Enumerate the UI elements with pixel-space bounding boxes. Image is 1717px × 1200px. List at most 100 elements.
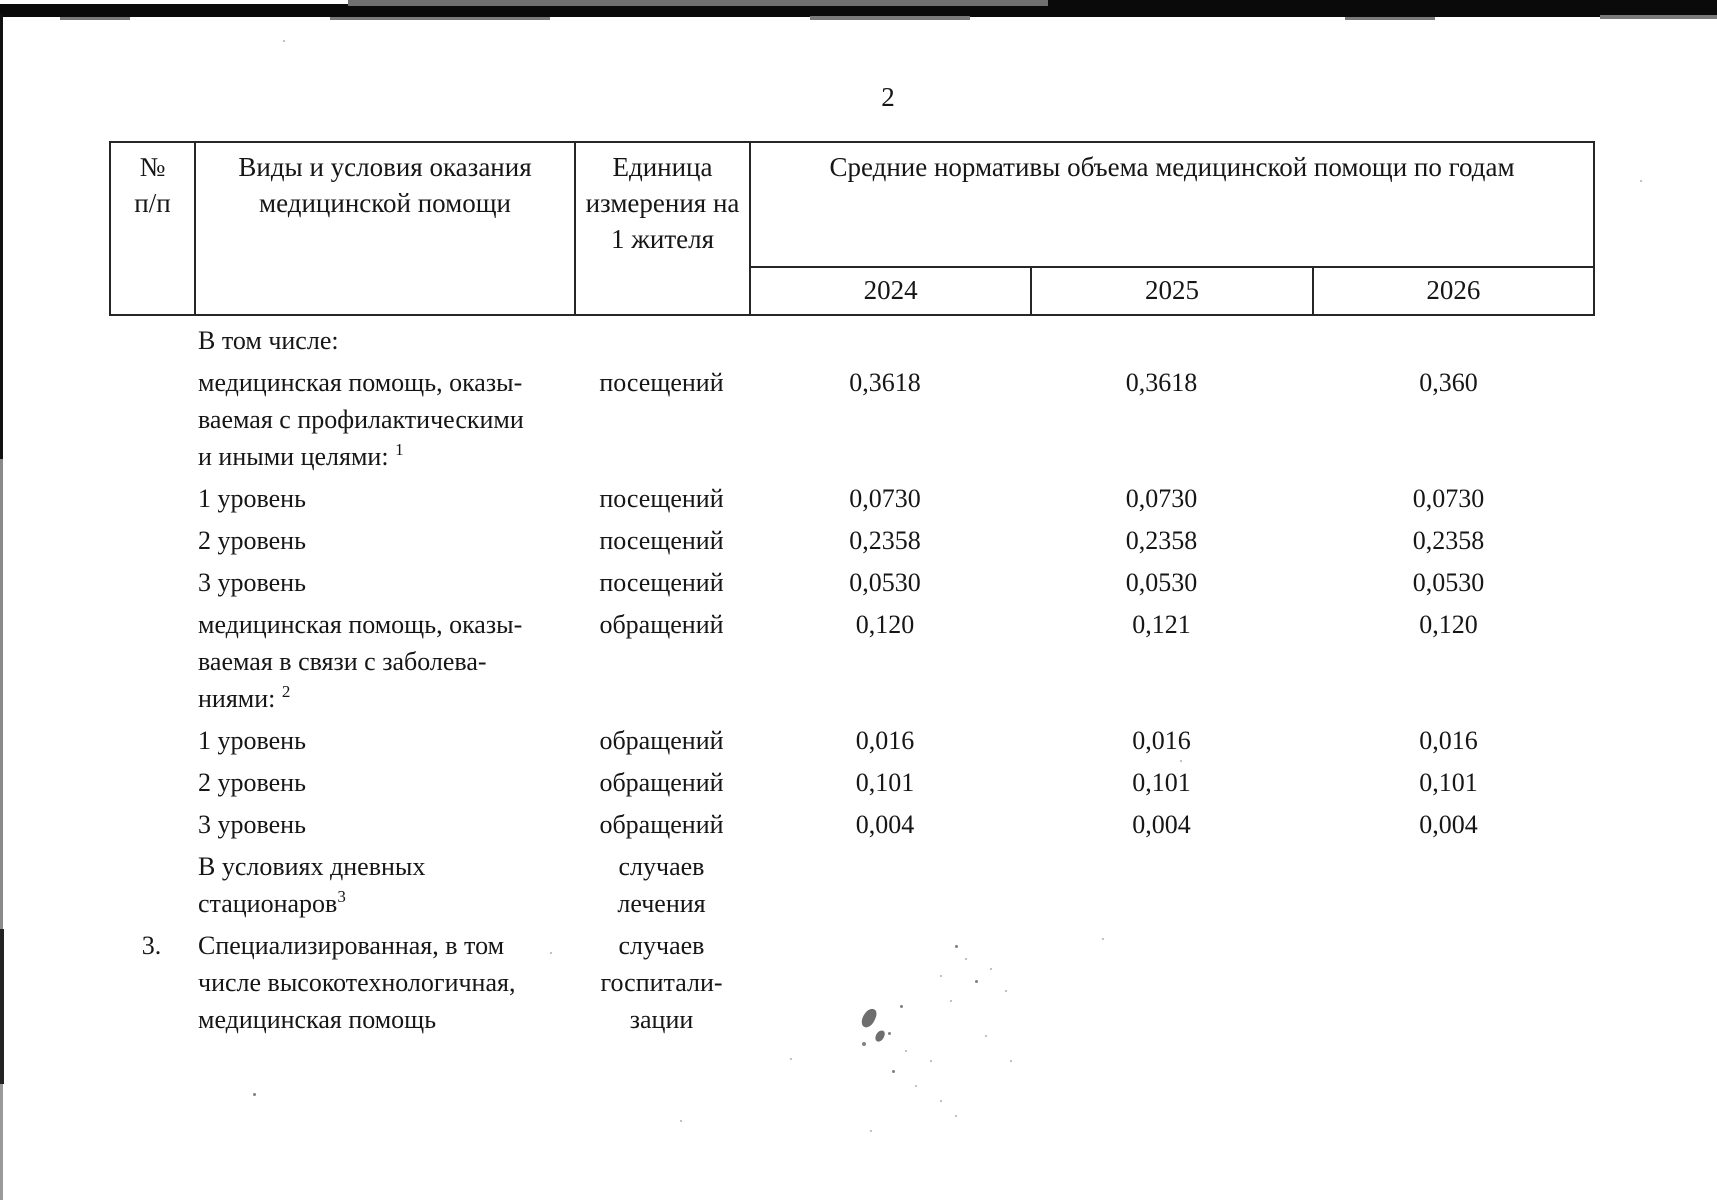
row-kind-cell: 2 уровень	[194, 522, 574, 559]
scan-noise-dot	[892, 1070, 895, 1073]
row-value-2026: 0,0730	[1412, 484, 1485, 513]
row-kind-text: В том числе:	[198, 326, 339, 355]
year-header-2025: 2025	[1032, 268, 1314, 314]
scan-artifact-left-edge	[0, 14, 3, 459]
scan-noise-dot	[955, 945, 958, 948]
year-header-2026: 2026	[1426, 275, 1481, 305]
scan-noise-dot	[790, 1058, 792, 1060]
row-value-2024: 0,3618	[849, 368, 921, 397]
row-value-2024: 0,120	[855, 610, 915, 639]
row-kind-text: 3 уровень	[198, 810, 306, 839]
table-row: медицинская помощь, оказы- ваемая с проф…	[109, 364, 1595, 475]
row-unit: обращений	[599, 768, 724, 797]
table-row: 2 уровень посещений 0,2358 0,2358 0,2358	[109, 522, 1595, 559]
scan-artifact-dash	[330, 17, 550, 20]
row-value-2026: 0,0530	[1412, 568, 1485, 597]
scan-artifact-left-edge	[0, 929, 4, 1084]
scan-artifact-dash	[60, 17, 130, 20]
row-kind-text: 2 уровень	[198, 526, 306, 555]
scan-noise-dot	[888, 1032, 891, 1035]
row-kind-cell: 2 уровень	[194, 764, 574, 801]
row-number: 3.	[141, 931, 162, 960]
table-body: В том числе: медицинская помощь, оказы- в…	[109, 322, 1595, 1043]
row-unit: посещений	[599, 526, 724, 555]
year-header-2024: 2024	[751, 268, 1033, 314]
row-kind-text: 1 уровень	[198, 726, 306, 755]
row-kind-text: В условиях дневных стационаров	[198, 852, 426, 918]
scan-noise-dot	[1640, 180, 1642, 182]
row-kind-cell: 3 уровень	[194, 564, 574, 601]
scan-noise-dot	[870, 1130, 872, 1132]
row-unit: посещений	[599, 368, 724, 397]
table-row: В условиях дневных стационаров3 случаев л…	[109, 848, 1595, 922]
scan-noise-dot	[862, 1042, 866, 1046]
scan-noise-dot	[940, 975, 942, 977]
row-value-2024: 0,0530	[849, 568, 921, 597]
scan-noise-dot	[975, 980, 978, 983]
scan-noise-dot	[950, 1000, 952, 1002]
row-value-2024: 0,0730	[849, 484, 921, 513]
row-value-2026: 0,004	[1419, 810, 1478, 839]
table-row: 2 уровень обращений 0,101 0,101 0,101	[109, 764, 1595, 801]
scan-noise-dot	[680, 1120, 682, 1122]
row-value-2026: 0,016	[1419, 726, 1478, 755]
scan-noise-dot	[1102, 938, 1104, 940]
row-unit: случаев госпитали- зации	[600, 931, 723, 1034]
table-header: № п/п Виды и условия оказания медицинско…	[109, 141, 1595, 316]
scan-artifact-left-edge	[0, 1084, 3, 1200]
scan-noise-dot	[1010, 1060, 1012, 1062]
footnote-marker: 2	[281, 682, 291, 701]
row-kind-cell: медицинская помощь, оказы- ваемая в связ…	[194, 606, 574, 717]
scan-noise-dot	[930, 1060, 932, 1062]
scan-noise-dot	[905, 1050, 907, 1052]
scan-noise-dot	[965, 958, 967, 960]
row-value-2025: 0,121	[1132, 610, 1191, 639]
row-value-2025: 0,2358	[1125, 526, 1198, 555]
row-kind-text: 1 уровень	[198, 484, 306, 513]
scan-noise-dot	[550, 952, 552, 954]
page-number: 2	[881, 82, 895, 112]
table-row: 3 уровень обращений 0,004 0,004 0,004	[109, 806, 1595, 843]
table-row: 1 уровень обращений 0,016 0,016 0,016	[109, 722, 1595, 759]
row-kind-cell: медицинская помощь, оказы- ваемая с проф…	[194, 364, 574, 475]
row-value-2025: 0,004	[1132, 810, 1191, 839]
scan-artifact-top-gray	[348, 0, 1048, 6]
table-row: медицинская помощь, оказы- ваемая в связ…	[109, 606, 1595, 717]
table-row: В том числе:	[109, 322, 1595, 359]
row-value-2024: 0,016	[855, 726, 915, 755]
row-value-2025: 0,0730	[1125, 484, 1198, 513]
row-unit: обращений	[599, 610, 724, 639]
row-value-2025: 0,016	[1132, 726, 1191, 755]
header-col-norms: Средние нормативы объема медицинской пом…	[751, 143, 1593, 314]
row-value-2026: 0,101	[1419, 768, 1478, 797]
row-value-2026: 0,120	[1419, 610, 1478, 639]
scan-artifact-dash	[1345, 17, 1435, 20]
table-row: 3 уровень посещений 0,0530 0,0530 0,0530	[109, 564, 1595, 601]
scan-noise-dot	[915, 1085, 917, 1087]
row-kind-text: 2 уровень	[198, 768, 306, 797]
row-kind-cell: В том числе:	[194, 322, 574, 359]
scan-noise-dot	[990, 968, 992, 970]
scan-noise-dot	[1180, 760, 1182, 762]
scan-noise-dot	[955, 1115, 957, 1117]
header-norms-title: Средние нормативы объема медицинской пом…	[829, 152, 1515, 182]
scan-noise-dot	[1005, 990, 1007, 992]
scan-artifact-dash	[1600, 15, 1717, 19]
row-kind-cell: 1 уровень	[194, 722, 574, 759]
row-value-2026: 0,360	[1419, 368, 1478, 397]
scan-noise-dot	[900, 1005, 903, 1008]
row-value-2024: 0,004	[855, 810, 915, 839]
row-kind-text: медицинская помощь, оказы- ваемая в связ…	[198, 610, 523, 713]
row-unit: обращений	[599, 810, 724, 839]
row-value-2024: 0,2358	[849, 526, 921, 555]
scan-noise-dot	[940, 1100, 942, 1102]
scan-artifact-dash	[810, 16, 970, 20]
row-value-2025: 0,101	[1132, 768, 1191, 797]
row-kind-text: Специализированная, в том числе высокоте…	[198, 931, 516, 1034]
table-row: 3. Специализированная, в том числе высоко…	[109, 927, 1595, 1038]
row-kind-cell: В условиях дневных стационаров3	[194, 848, 574, 922]
row-unit: посещений	[599, 568, 724, 597]
row-value-2026: 0,2358	[1412, 526, 1485, 555]
row-unit: случаев лечения	[617, 852, 706, 918]
